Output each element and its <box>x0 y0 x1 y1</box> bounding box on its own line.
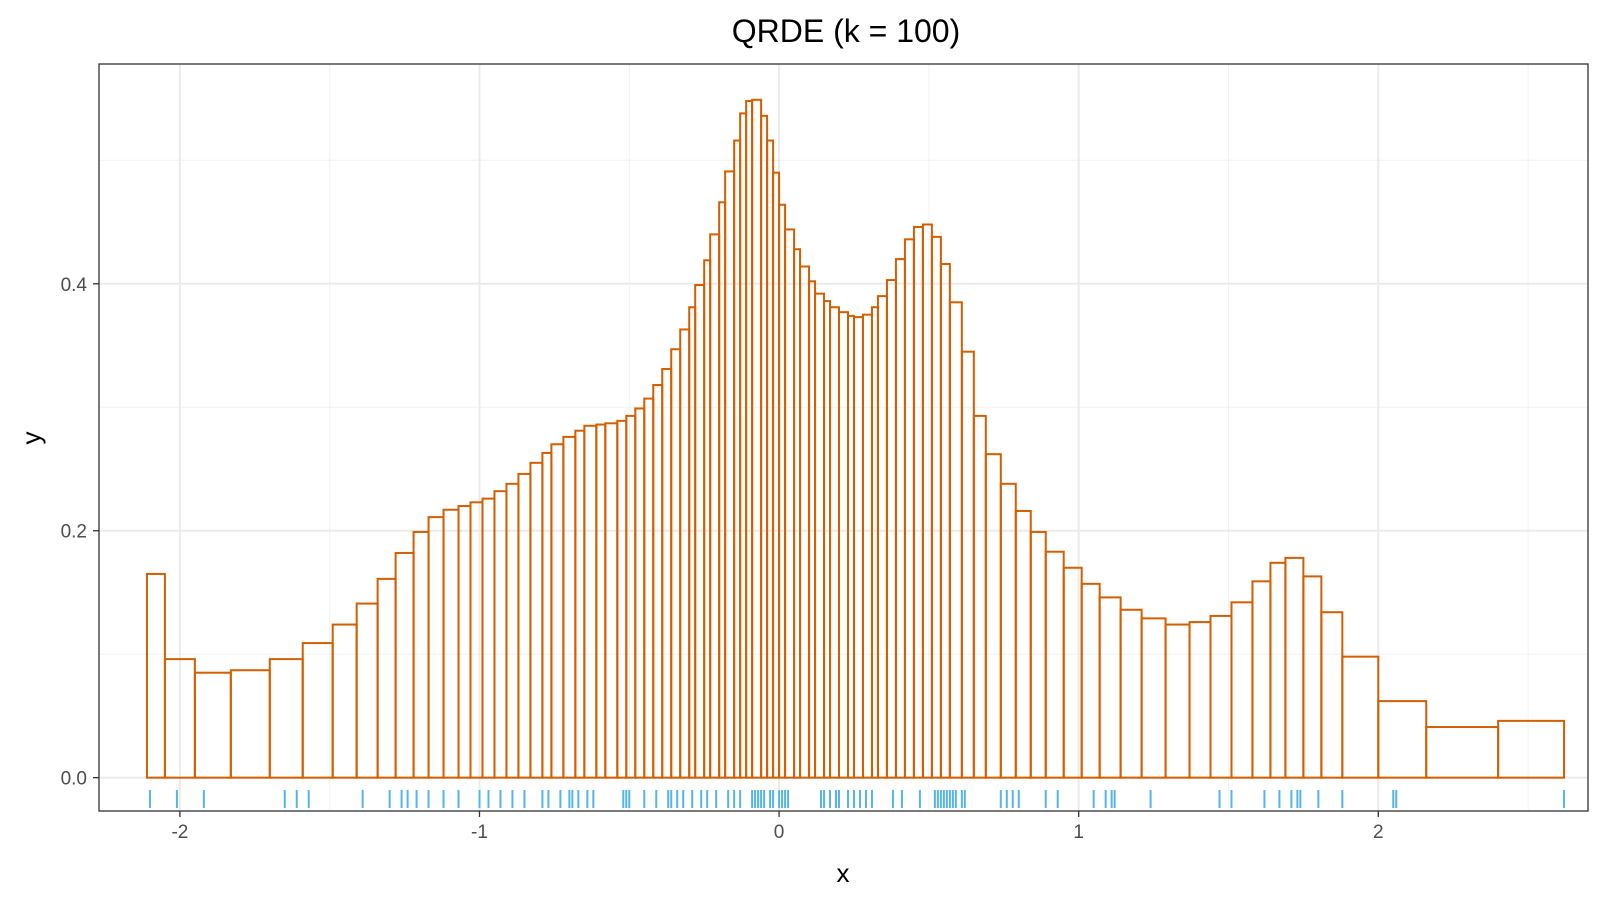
histogram-bar <box>861 313 873 779</box>
histogram-bar <box>1029 530 1047 779</box>
histogram-bar <box>268 658 304 779</box>
histogram-bar <box>493 490 508 779</box>
histogram-bar <box>427 516 445 779</box>
histogram-bar <box>1119 608 1143 779</box>
histogram-bar <box>984 453 1002 779</box>
y-axis-ticks: 0.0 0.2 0.4 <box>61 275 99 790</box>
histogram-bar <box>469 501 484 779</box>
x-tick-label: 2 <box>1373 822 1384 843</box>
histogram-bar <box>1284 556 1305 779</box>
histogram-bar <box>1377 700 1428 779</box>
histogram-bar <box>145 572 166 779</box>
histogram-bar <box>616 419 628 779</box>
histogram-bar <box>670 348 682 779</box>
histogram-bar <box>921 223 933 779</box>
y-tick-label: 0.0 <box>61 769 87 790</box>
histogram-bar <box>1320 611 1344 779</box>
x-tick-label: 1 <box>1073 822 1084 843</box>
histogram-bar <box>894 258 906 779</box>
histogram-bar <box>814 292 826 779</box>
histogram-bar <box>355 602 379 779</box>
histogram-bar <box>912 225 924 779</box>
histogram-bar <box>376 577 397 779</box>
x-axis-ticks: -2 -1 0 1 2 <box>171 811 1384 843</box>
histogram-bar <box>1098 596 1122 779</box>
histogram-bar <box>517 472 532 779</box>
histogram-bars <box>145 98 1566 779</box>
x-axis-label: x <box>837 858 850 888</box>
histogram-bar <box>1140 617 1167 779</box>
histogram-bar <box>1251 580 1272 779</box>
histogram-bar <box>331 623 358 779</box>
plot-panel-border <box>98 63 1589 812</box>
histogram-bar <box>903 238 915 779</box>
histogram-bar <box>634 407 646 779</box>
histogram-bar <box>939 263 951 779</box>
x-tick-label: -2 <box>171 822 188 843</box>
histogram-bar <box>412 530 430 779</box>
histogram-bar <box>751 98 763 779</box>
histogram-bar <box>550 443 565 779</box>
histogram-bar <box>541 451 553 779</box>
chart-title: QRDE (k = 100) <box>732 13 961 49</box>
x-tick-label: -1 <box>471 822 488 843</box>
y-tick-label: 0.4 <box>61 275 88 296</box>
histogram-bar <box>852 316 864 779</box>
histogram-bar <box>1425 726 1500 779</box>
histogram-bar <box>709 233 721 779</box>
x-tick-label: 0 <box>774 822 785 843</box>
histogram-bar <box>661 367 673 779</box>
histogram-bar <box>1188 621 1212 779</box>
histogram-bar <box>604 422 619 779</box>
histogram-bar <box>643 397 655 779</box>
histogram-bar <box>574 429 586 779</box>
histogram-bar <box>876 295 888 779</box>
histogram-bar <box>529 461 544 779</box>
y-axis-label: y <box>16 432 46 445</box>
histogram-bar <box>838 311 849 779</box>
histogram-bar <box>972 414 987 779</box>
histogram-bar <box>625 414 637 779</box>
histogram-bar <box>595 423 607 779</box>
histogram-bar <box>784 228 796 779</box>
histogram-bar <box>960 350 975 779</box>
histogram-bar <box>457 505 472 779</box>
y-tick-label: 0.2 <box>61 522 87 543</box>
histogram-bar <box>1341 655 1380 779</box>
histogram-bar <box>481 497 496 779</box>
rug-marks <box>148 790 1566 808</box>
histogram-bar <box>652 384 664 779</box>
histogram-bar <box>1044 550 1065 779</box>
histogram-bar <box>505 482 520 779</box>
histogram-bar <box>999 482 1017 779</box>
histogram-bar <box>583 424 598 779</box>
histogram-bar <box>1080 582 1101 779</box>
histogram-bar <box>1497 719 1566 779</box>
histogram-bar <box>948 301 963 779</box>
histogram-bar <box>442 508 460 779</box>
histogram-bar <box>930 235 942 779</box>
histogram-bar <box>1302 575 1323 779</box>
histogram-bar <box>679 328 691 779</box>
histogram-bar <box>301 642 334 779</box>
histogram-bar <box>1269 561 1287 779</box>
histogram-bar <box>394 551 415 779</box>
histogram-bar <box>193 671 232 779</box>
histogram-bar <box>724 170 736 779</box>
histogram-bar <box>1014 509 1032 779</box>
histogram-bar <box>885 279 897 779</box>
histogram-bar <box>229 669 271 779</box>
histogram-bar <box>829 306 841 779</box>
histogram-bar <box>799 265 811 779</box>
histogram-bar <box>1230 601 1254 779</box>
histogram-bar <box>1164 623 1191 779</box>
histogram-bar <box>562 435 577 779</box>
grid-lines <box>99 64 1588 811</box>
